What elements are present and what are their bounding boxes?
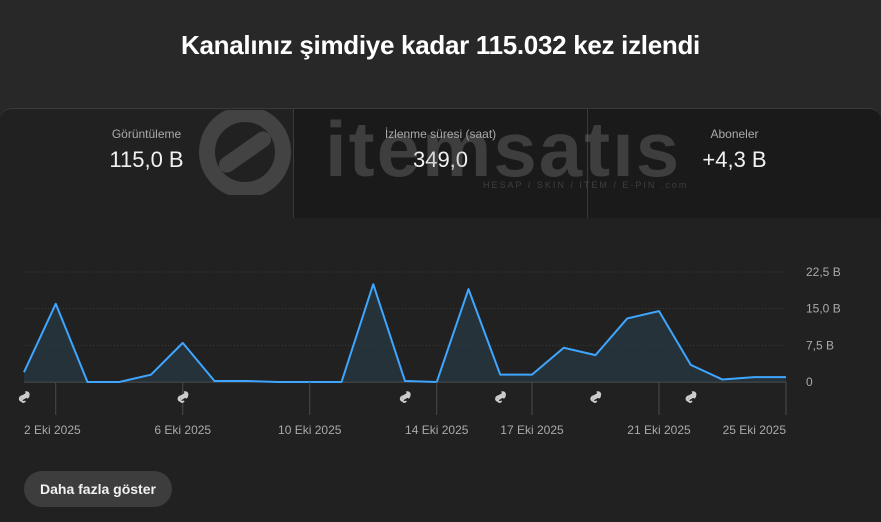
views-line-chart: 0 7,5 B 15,0 B 22,5 B 2 Eki 2025 6 Eki 2025 10… [0,255,881,445]
metric-tabs: Görüntüleme 115,0 B İzlenme süresi (saat… [0,109,881,218]
metric-value: 349,0 [294,147,587,173]
x-tick-label: 6 Eki 2025 [154,423,211,437]
x-tick-label: 17 Eki 2025 [500,423,564,437]
y-tick-label: 22,5 B [806,265,841,279]
metric-label: Görüntüleme [0,127,293,141]
metric-value: 115,0 B [0,147,293,173]
metric-label: Aboneler [588,127,881,141]
y-tick-label: 7,5 B [806,338,834,352]
x-tick-label: 25 Eki 2025 [723,423,787,437]
y-tick-label: 15,0 B [806,302,841,316]
shorts-icon[interactable] [496,392,505,402]
y-tick-label: 0 [806,375,813,389]
tab-watch-time[interactable]: İzlenme süresi (saat) 349,0 [293,109,587,218]
show-more-button[interactable]: Daha fazla göster [24,471,172,507]
tab-views[interactable]: Görüntüleme 115,0 B [0,109,293,218]
x-tick-label: 2 Eki 2025 [24,423,81,437]
x-tick-label: 21 Eki 2025 [627,423,691,437]
shorts-icon[interactable] [401,392,410,402]
shorts-icon[interactable] [591,392,600,402]
shorts-icon[interactable] [686,392,695,402]
shorts-icon[interactable] [20,392,29,402]
metric-label: İzlenme süresi (saat) [294,127,587,141]
metric-value: +4,3 B [588,147,881,173]
x-tick-label: 14 Eki 2025 [405,423,469,437]
x-tick-label: 10 Eki 2025 [278,423,342,437]
page-title: Kanalınız şimdiye kadar 115.032 kez izle… [0,30,881,61]
tab-subscribers[interactable]: Aboneler +4,3 B [587,109,881,218]
